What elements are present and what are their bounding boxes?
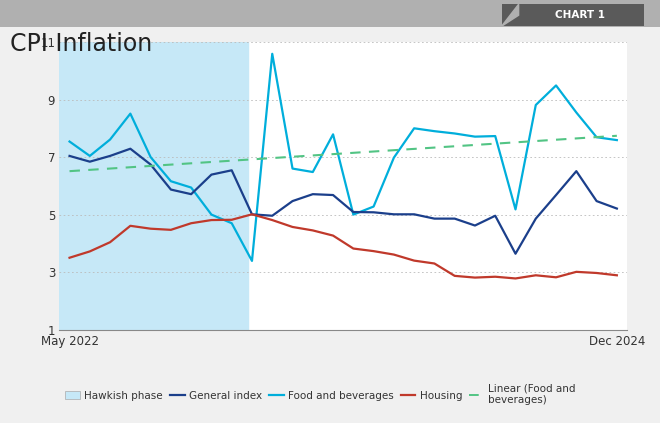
Legend: Hawkish phase, General index, Food and beverages, Housing, Linear (Food and
beve: Hawkish phase, General index, Food and b… [61,380,580,409]
Text: CHART 1: CHART 1 [554,10,605,20]
Text: CPI Inflation: CPI Inflation [10,32,152,56]
Bar [59,42,248,330]
Polygon shape [502,4,519,26]
